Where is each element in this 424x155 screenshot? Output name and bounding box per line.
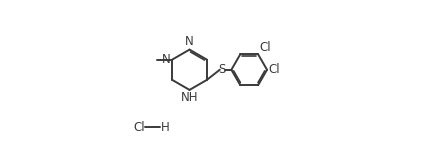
Text: N: N: [185, 35, 194, 48]
Text: S: S: [218, 63, 226, 76]
Text: Cl: Cl: [268, 63, 280, 76]
Text: Cl: Cl: [133, 121, 145, 134]
Text: NH: NH: [181, 91, 198, 104]
Text: H: H: [161, 121, 170, 134]
Text: Cl: Cl: [259, 41, 271, 53]
Text: N: N: [162, 53, 171, 66]
